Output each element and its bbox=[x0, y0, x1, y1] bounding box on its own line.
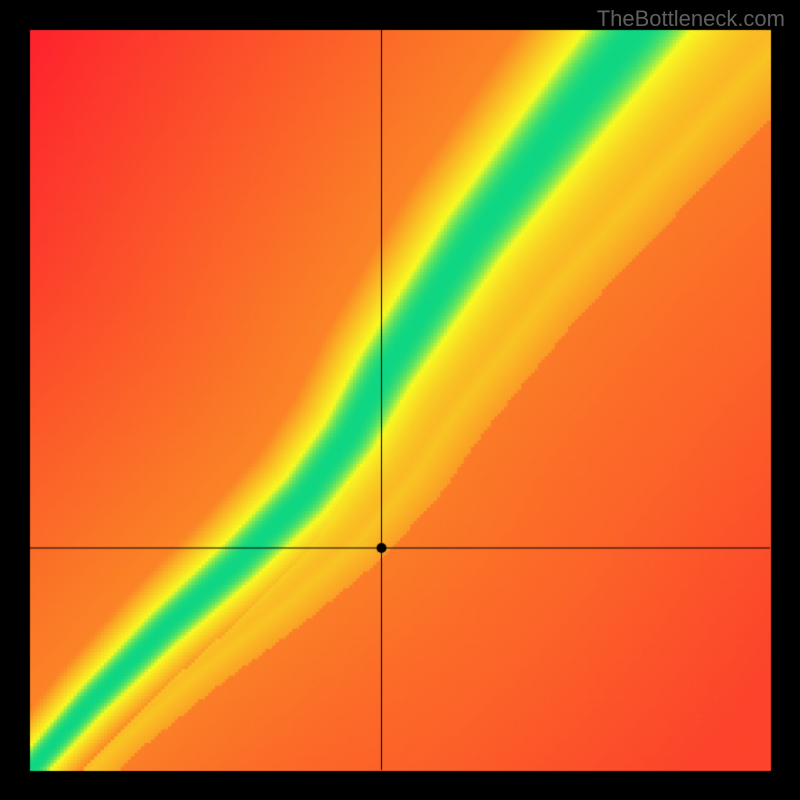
bottleneck-heatmap bbox=[0, 0, 800, 800]
watermark-text: TheBottleneck.com bbox=[597, 6, 785, 32]
